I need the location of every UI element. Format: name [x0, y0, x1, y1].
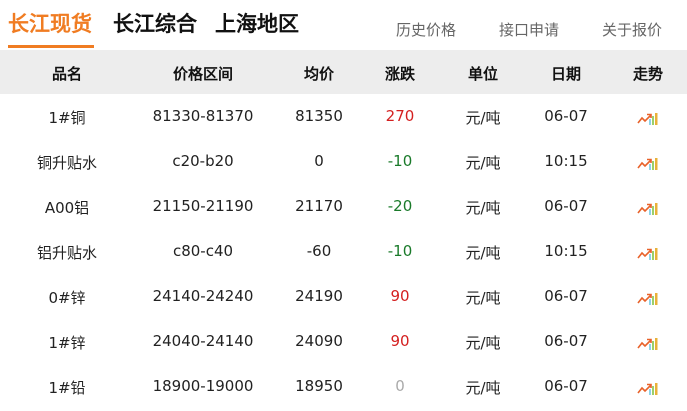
cell-name: 铜升贴水 — [36, 154, 98, 172]
trend-chart-icon[interactable] — [637, 155, 659, 170]
column-header: 品名 — [51, 65, 83, 83]
cell-change: 270 — [385, 107, 415, 125]
cell-avg: 0 — [314, 152, 324, 170]
trend-chart-icon[interactable] — [637, 380, 659, 395]
tab-shanghai[interactable]: 上海地区 — [215, 12, 299, 36]
cell-range: 18900-19000 — [152, 377, 254, 395]
cell-avg: 18950 — [295, 377, 343, 395]
trend-chart-icon[interactable] — [637, 200, 659, 215]
link-api[interactable]: 接口申请 — [499, 21, 560, 39]
cell-avg: 81350 — [295, 107, 343, 125]
cell-date: 06-07 — [544, 332, 588, 350]
cell-unit: 元/吨 — [465, 244, 501, 262]
cell-unit: 元/吨 — [465, 154, 501, 172]
cell-date: 06-07 — [544, 107, 588, 125]
cell-range: c80-c40 — [172, 242, 234, 260]
tab-changjiang-composite[interactable]: 长江综合 — [113, 12, 197, 36]
cell-unit: 元/吨 — [465, 199, 501, 217]
trend-chart-icon[interactable] — [637, 110, 659, 125]
cell-change: 90 — [390, 287, 410, 305]
cell-name: 1#铅 — [48, 379, 86, 397]
link-history[interactable]: 历史价格 — [396, 21, 457, 39]
column-header: 涨跌 — [384, 65, 416, 83]
cell-date: 06-07 — [544, 377, 588, 395]
cell-date: 10:15 — [544, 152, 588, 170]
link-about[interactable]: 关于报价 — [602, 21, 663, 39]
table-row: A00铝 21150-21190 21170 -20 元/吨 06-07 — [0, 184, 687, 229]
cell-date: 06-07 — [544, 287, 588, 305]
table-row: 1#铅 18900-19000 18950 0 元/吨 06-07 — [0, 364, 687, 409]
cell-unit: 元/吨 — [465, 334, 501, 352]
cell-avg: 24090 — [295, 332, 343, 350]
cell-avg: -60 — [306, 242, 332, 260]
column-header: 均价 — [303, 65, 335, 83]
cell-range: c20-b20 — [172, 152, 234, 170]
cell-unit: 元/吨 — [465, 379, 501, 397]
table-row: 0#锌 24140-24240 24190 90 元/吨 06-07 — [0, 274, 687, 319]
cell-name: A00铝 — [44, 199, 90, 217]
table-row: 1#锌 24040-24140 24090 90 元/吨 06-07 — [0, 319, 687, 364]
tab-changjiang-spot[interactable]: 长江现货 — [8, 12, 92, 36]
cell-unit: 元/吨 — [465, 289, 501, 307]
active-tab-underline — [8, 45, 94, 48]
trend-chart-icon[interactable] — [637, 290, 659, 305]
cell-change: 90 — [390, 332, 410, 350]
cell-range: 21150-21190 — [152, 197, 254, 215]
cell-range: 24140-24240 — [152, 287, 254, 305]
cell-avg: 24190 — [295, 287, 343, 305]
table-row: 铝升贴水 c80-c40 -60 -10 元/吨 10:15 — [0, 229, 687, 274]
table-row: 1#铜 81330-81370 81350 270 元/吨 06-07 — [0, 94, 687, 139]
cell-date: 10:15 — [544, 242, 588, 260]
cell-range: 24040-24140 — [152, 332, 254, 350]
cell-name: 0#锌 — [48, 289, 86, 307]
trend-chart-icon[interactable] — [637, 335, 659, 350]
cell-name: 1#铜 — [48, 109, 86, 127]
trend-chart-icon[interactable] — [637, 245, 659, 260]
cell-name: 铝升贴水 — [36, 244, 98, 262]
column-header: 走势 — [632, 65, 664, 83]
top-nav: 长江现货 长江综合 上海地区 历史价格 接口申请 关于报价 — [0, 0, 687, 50]
column-header: 日期 — [550, 65, 582, 83]
table-row: 铜升贴水 c20-b20 0 -10 元/吨 10:15 — [0, 139, 687, 184]
column-header: 价格区间 — [172, 65, 234, 83]
table-header: 品名 价格区间 均价 涨跌 单位 日期 走势 — [0, 50, 687, 94]
cell-change: -10 — [387, 152, 413, 170]
cell-range: 81330-81370 — [152, 107, 254, 125]
cell-date: 06-07 — [544, 197, 588, 215]
column-header: 单位 — [467, 65, 499, 83]
cell-change: -20 — [387, 197, 413, 215]
cell-unit: 元/吨 — [465, 109, 501, 127]
cell-change: -10 — [387, 242, 413, 260]
cell-change: 0 — [395, 377, 405, 395]
cell-name: 1#锌 — [48, 334, 86, 352]
cell-avg: 21170 — [295, 197, 343, 215]
